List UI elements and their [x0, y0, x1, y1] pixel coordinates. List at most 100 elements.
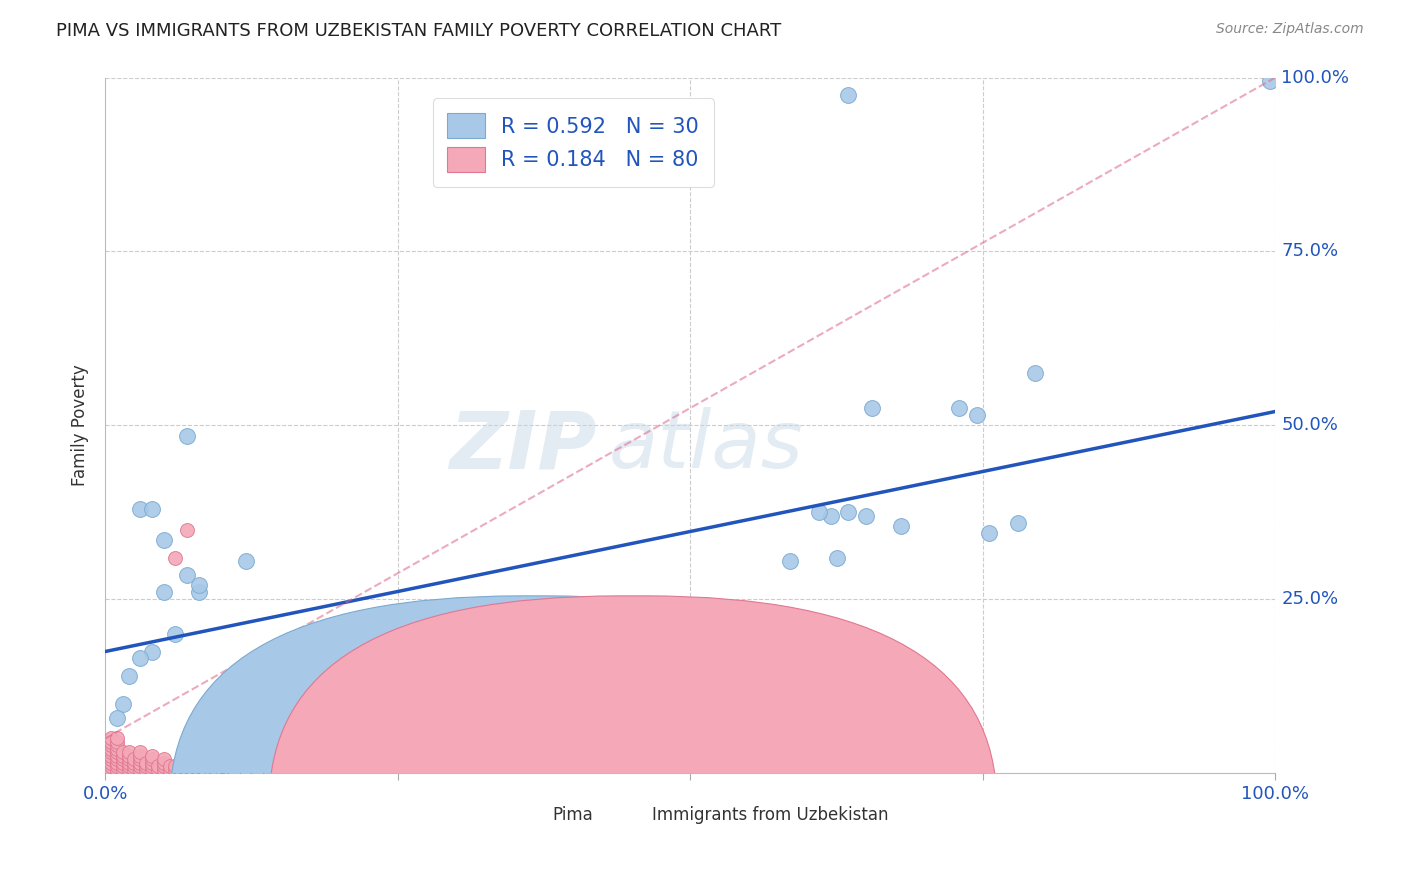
Point [808, 505, 831, 519]
Point [1007, 516, 1029, 530]
Point [105, 739, 128, 753]
Point [100, 735, 122, 749]
Point [825, 550, 848, 565]
Point [129, 501, 152, 516]
Point [246, 763, 269, 777]
Text: Source: ZipAtlas.com: Source: ZipAtlas.com [1216, 22, 1364, 37]
Point [141, 756, 163, 770]
Point [124, 759, 146, 773]
Point [152, 533, 174, 548]
Point [159, 759, 181, 773]
Point [779, 554, 801, 568]
Point [117, 748, 139, 763]
Point [152, 763, 174, 777]
Point [100, 742, 122, 756]
Point [152, 752, 174, 766]
Point [837, 505, 859, 519]
Point [181, 763, 204, 777]
Point [165, 759, 187, 773]
Point [105, 756, 128, 770]
Point [105, 745, 128, 759]
Point [860, 401, 883, 415]
FancyBboxPatch shape [269, 596, 997, 892]
Point [100, 763, 122, 777]
Point [222, 763, 245, 777]
Point [211, 759, 233, 773]
Point [890, 519, 912, 533]
Point [105, 731, 128, 746]
Point [159, 763, 181, 777]
Point [111, 759, 134, 773]
Point [141, 748, 163, 763]
Point [176, 429, 198, 443]
Point [1258, 74, 1281, 88]
Point [176, 523, 198, 537]
Point [117, 756, 139, 770]
Point [117, 745, 139, 759]
Point [100, 756, 122, 770]
Point [141, 752, 163, 766]
Text: 25.0%: 25.0% [1281, 591, 1339, 608]
Point [187, 759, 209, 773]
Point [181, 759, 204, 773]
Point [105, 759, 128, 773]
Point [105, 752, 128, 766]
Point [117, 669, 139, 683]
Legend: R = 0.592   N = 30, R = 0.184   N = 80: R = 0.592 N = 30, R = 0.184 N = 80 [433, 98, 714, 186]
Point [152, 585, 174, 599]
Point [205, 763, 228, 777]
Point [170, 759, 193, 773]
Point [152, 756, 174, 770]
Point [111, 752, 134, 766]
Point [187, 578, 209, 592]
Point [129, 651, 152, 665]
Point [111, 748, 134, 763]
Point [146, 763, 169, 777]
Point [966, 408, 988, 422]
Point [165, 550, 187, 565]
FancyBboxPatch shape [170, 596, 897, 892]
Point [105, 710, 128, 724]
Point [200, 759, 222, 773]
Point [100, 748, 122, 763]
Point [117, 759, 139, 773]
Text: Immigrants from Uzbekistan: Immigrants from Uzbekistan [651, 806, 889, 824]
Point [100, 752, 122, 766]
Point [165, 627, 187, 641]
Point [135, 756, 157, 770]
Point [855, 508, 877, 523]
Point [111, 697, 134, 711]
Point [165, 763, 187, 777]
Point [100, 731, 122, 746]
Point [124, 763, 146, 777]
Point [129, 748, 152, 763]
Point [194, 763, 217, 777]
Point [837, 87, 859, 102]
Point [187, 756, 209, 770]
Point [135, 763, 157, 777]
Point [187, 763, 209, 777]
Point [176, 568, 198, 582]
Point [129, 763, 152, 777]
Point [105, 742, 128, 756]
Point [117, 763, 139, 777]
Point [135, 759, 157, 773]
Point [948, 401, 970, 415]
Point [977, 526, 1000, 541]
Point [100, 739, 122, 753]
Point [152, 759, 174, 773]
Text: 75.0%: 75.0% [1281, 243, 1339, 260]
Point [105, 763, 128, 777]
Point [235, 554, 257, 568]
Point [141, 763, 163, 777]
Point [129, 759, 152, 773]
Point [129, 756, 152, 770]
Point [187, 585, 209, 599]
Point [111, 763, 134, 777]
Point [129, 745, 152, 759]
Point [176, 763, 198, 777]
Text: atlas: atlas [609, 408, 803, 485]
Point [1024, 366, 1046, 380]
Point [129, 752, 152, 766]
Point [124, 756, 146, 770]
